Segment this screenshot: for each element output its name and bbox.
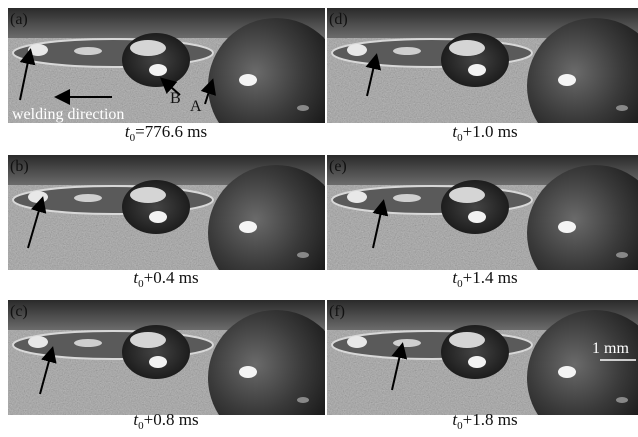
annotation-label: A — [190, 98, 202, 115]
caption-text: +1.4 ms — [463, 268, 518, 287]
panel-label: (b) — [10, 158, 29, 175]
caption-text: +0.8 ms — [144, 410, 199, 429]
panel: (b) t0+0.4 ms — [8, 155, 344, 301]
panel-label: (c) — [10, 303, 28, 320]
panel: (c) t0+0.8 ms — [8, 300, 344, 437]
panel-caption: t0+0.4 ms — [133, 268, 198, 290]
panel: (f) t0+1.8 ms — [327, 300, 638, 437]
panel-label: (a) — [10, 11, 28, 28]
figure: (a) t0=776.6 ms (d) t0+1.0 ms (b) t0+0.4 ms (e… — [0, 0, 638, 437]
panel-caption: t0+0.8 ms — [133, 410, 198, 432]
panel: (e) t0+1.4 ms — [327, 155, 638, 301]
caption-text: =776.6 ms — [135, 122, 207, 141]
panel-caption: t0+1.8 ms — [452, 410, 517, 432]
caption-text: +0.4 ms — [144, 268, 199, 287]
caption-text: +1.0 ms — [463, 122, 518, 141]
panel-caption: t0+1.4 ms — [452, 268, 517, 290]
panel-caption: t0+1.0 ms — [452, 122, 517, 144]
annotation-label: B — [170, 90, 181, 107]
scale-label: 1 mm — [592, 340, 629, 357]
panel-caption: t0=776.6 ms — [125, 122, 207, 144]
panel: (d) t0+1.0 ms — [327, 8, 638, 154]
panel: (a) t0=776.6 ms — [8, 8, 344, 154]
caption-text: +1.8 ms — [463, 410, 518, 429]
annotation-label: welding direction — [12, 106, 124, 123]
panel-label: (f) — [329, 303, 345, 320]
panel-label: (d) — [329, 11, 348, 28]
panels: (a) t0=776.6 ms (d) t0+1.0 ms (b) t0+0.4 ms (e… — [8, 8, 638, 437]
panel-label: (e) — [329, 158, 347, 175]
